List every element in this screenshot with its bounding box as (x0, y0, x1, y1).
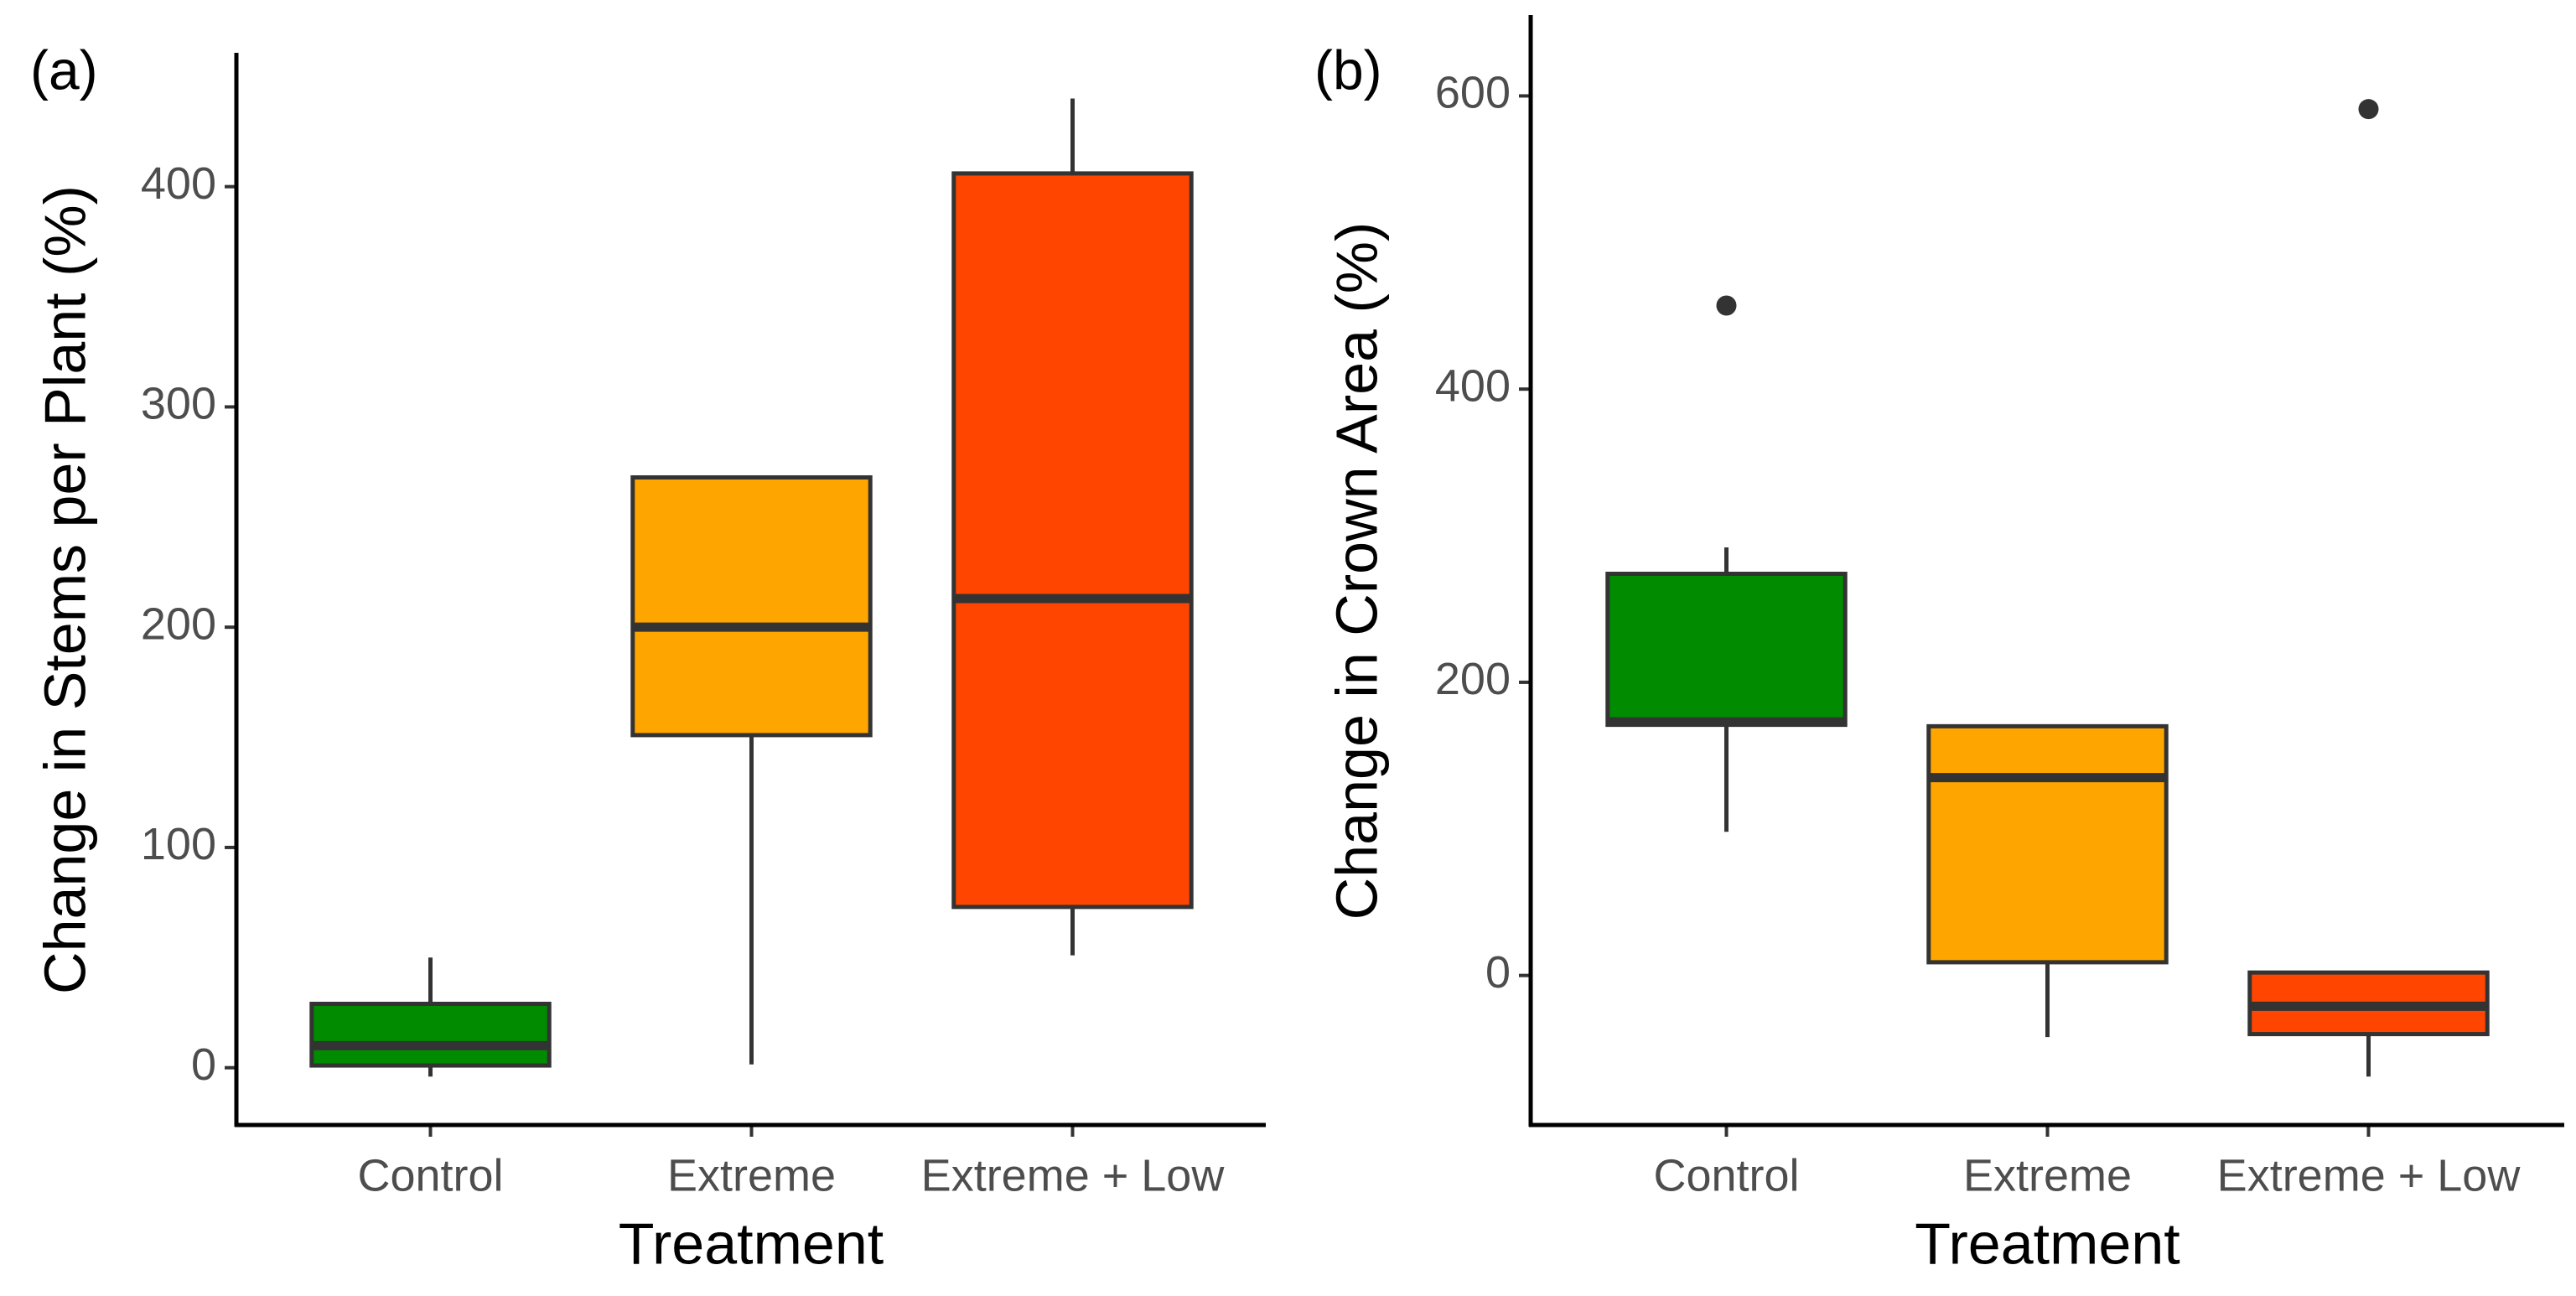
x-axis-title: Treatment (619, 1210, 884, 1276)
box (951, 171, 1194, 910)
x-tick-label: Control (357, 1150, 503, 1200)
box (309, 1001, 552, 1068)
outlier (1716, 295, 1737, 316)
panel-label: (a) (30, 39, 98, 101)
x-tick-label: Extreme (1963, 1150, 2132, 1200)
y-tick-label: 600 (1435, 68, 1511, 118)
x-tick-label: Extreme (667, 1150, 836, 1200)
y-axis-title: Change in Crown Area (%) (1324, 222, 1389, 920)
y-tick-label: 400 (1435, 360, 1511, 411)
box (630, 474, 873, 738)
y-tick-label: 100 (141, 819, 216, 869)
y-tick-label: 200 (1435, 654, 1511, 704)
y-tick-label: 0 (191, 1039, 216, 1090)
y-tick-label: 0 (1485, 947, 1511, 998)
box (1605, 571, 1848, 728)
y-tick-label: 200 (141, 599, 216, 649)
y-tick-label: 400 (141, 158, 216, 209)
x-axis-title: Treatment (1915, 1210, 2179, 1276)
x-tick-label: Extreme + Low (921, 1150, 1226, 1200)
panel-label: (b) (1314, 39, 1382, 101)
box (1926, 723, 2169, 965)
x-tick-label: Extreme + Low (2217, 1150, 2522, 1200)
outlier (2358, 99, 2379, 120)
x-tick-label: Control (1653, 1150, 1799, 1200)
y-axis-title: Change in Stems per Plant (%) (32, 185, 97, 994)
y-tick-label: 300 (141, 379, 216, 429)
